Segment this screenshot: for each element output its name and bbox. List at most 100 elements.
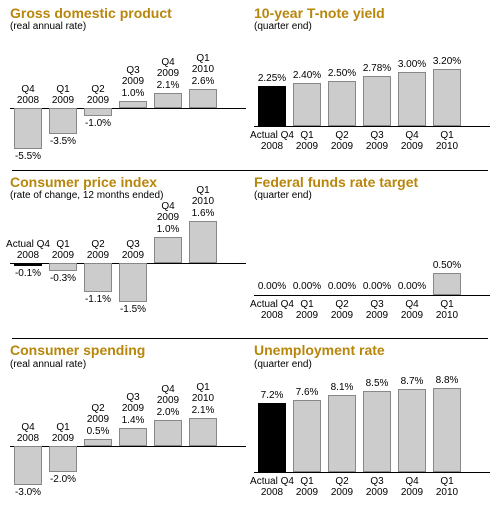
category-label: Q12010 <box>436 299 458 321</box>
value-label: 8.8% <box>436 375 459 386</box>
value-label: -3.5% <box>50 136 76 147</box>
value-label: 8.5% <box>366 378 389 389</box>
category-label: Q12010 <box>192 53 214 75</box>
bar <box>293 400 321 472</box>
bar <box>398 389 426 472</box>
value-label: -0.3% <box>50 273 76 284</box>
chart-area: -3.0%Q42008-2.0%Q120090.5%Q220091.4%Q320… <box>10 372 246 502</box>
value-label: 0.00% <box>363 281 391 292</box>
bar <box>14 446 42 485</box>
value-label: 2.78% <box>363 63 391 74</box>
bar <box>363 391 391 472</box>
x-axis <box>254 126 490 127</box>
chart-area: 2.25%Actual Q420082.40%Q120092.50%Q22009… <box>254 34 490 154</box>
category-label: Q22009 <box>331 299 353 321</box>
value-label: 0.00% <box>258 281 286 292</box>
value-label: 1.6% <box>192 208 215 219</box>
chart-subtitle: (quarter end) <box>254 359 490 370</box>
value-label: 0.50% <box>433 260 461 271</box>
bar <box>84 108 112 115</box>
bar <box>84 439 112 446</box>
bar <box>363 76 391 126</box>
value-label: 1.0% <box>122 88 145 99</box>
bar <box>119 263 147 302</box>
category-label: Q22009 <box>87 84 109 106</box>
category-label: Q12009 <box>52 84 74 106</box>
value-label: -1.0% <box>85 118 111 129</box>
chart-area: 0.00%Actual Q420080.00%Q120090.00%Q22009… <box>254 203 490 323</box>
charts-grid: Gross domestic product(real annual rate)… <box>0 0 500 514</box>
category-label: Q42009 <box>401 130 423 152</box>
bar <box>189 221 217 263</box>
category-label: Q42009 <box>401 299 423 321</box>
value-label: 3.00% <box>398 59 426 70</box>
bar <box>49 263 77 271</box>
value-label: -3.0% <box>15 487 41 498</box>
chart-subtitle: (quarter end) <box>254 21 490 32</box>
category-label: Q22009 <box>331 476 353 498</box>
category-label: Q42008 <box>17 422 39 444</box>
category-label: Q12009 <box>296 130 318 152</box>
bar <box>14 108 42 149</box>
value-label: 1.0% <box>157 224 180 235</box>
category-label: Q42009 <box>157 57 179 79</box>
value-label: -1.5% <box>120 304 146 315</box>
category-label: Actual Q42008 <box>250 476 294 498</box>
category-label: Q32009 <box>122 392 144 414</box>
category-label: Q12009 <box>52 422 74 444</box>
chart-ffr: Federal funds rate target(quarter end)0.… <box>250 173 494 342</box>
chart-title: Consumer spending <box>10 343 246 358</box>
value-label: 7.6% <box>296 387 319 398</box>
category-label: Q12010 <box>192 185 214 207</box>
bar <box>189 89 217 108</box>
bar <box>328 395 356 472</box>
category-label: Q42009 <box>157 384 179 406</box>
value-label: 2.40% <box>293 70 321 81</box>
category-label: Q12009 <box>296 299 318 321</box>
bar <box>154 93 182 109</box>
x-axis <box>10 446 246 447</box>
chart-spend: Consumer spending(real annual rate)-3.0%… <box>6 341 250 510</box>
bar <box>433 273 461 295</box>
value-label: -1.1% <box>85 294 111 305</box>
bar <box>14 263 42 266</box>
value-label: 2.6% <box>192 76 215 87</box>
chart-cpi: Consumer price index(rate of change, 12 … <box>6 173 250 342</box>
chart-unemp: Unemployment rate(quarter end)7.2%Actual… <box>250 341 494 510</box>
bar <box>293 83 321 126</box>
category-label: Q12010 <box>436 476 458 498</box>
category-label: Q22009 <box>87 403 109 425</box>
category-label: Q22009 <box>87 239 109 261</box>
value-label: -0.1% <box>15 268 41 279</box>
value-label: 0.00% <box>293 281 321 292</box>
category-label: Q12010 <box>436 130 458 152</box>
value-label: 0.5% <box>87 426 110 437</box>
value-label: 0.00% <box>398 281 426 292</box>
value-label: 2.1% <box>157 80 180 91</box>
row-divider-1 <box>12 170 488 171</box>
category-label: Q42008 <box>17 84 39 106</box>
chart-tnote: 10-year T-note yield(quarter end)2.25%Ac… <box>250 4 494 173</box>
value-label: 2.25% <box>258 73 286 84</box>
value-label: 8.1% <box>331 382 354 393</box>
bar <box>258 403 286 471</box>
category-label: Q32009 <box>366 476 388 498</box>
value-label: 2.50% <box>328 68 356 79</box>
value-label: 2.0% <box>157 407 180 418</box>
row-divider-2 <box>12 338 488 339</box>
category-label: Q32009 <box>122 65 144 87</box>
value-label: 2.1% <box>192 405 215 416</box>
bar <box>398 72 426 126</box>
value-label: 8.7% <box>401 376 424 387</box>
chart-area: 7.2%Actual Q420087.6%Q120098.1%Q220098.5… <box>254 372 490 502</box>
category-label: Q32009 <box>122 239 144 261</box>
chart-title: Unemployment rate <box>254 343 490 358</box>
category-label: Actual Q42008 <box>250 299 294 321</box>
x-axis <box>254 472 490 473</box>
chart-subtitle: (quarter end) <box>254 190 490 201</box>
category-label: Q42009 <box>157 201 179 223</box>
category-label: Q12009 <box>296 476 318 498</box>
bar <box>433 388 461 472</box>
chart-title: 10-year T-note yield <box>254 6 490 21</box>
category-label: Q22009 <box>331 130 353 152</box>
